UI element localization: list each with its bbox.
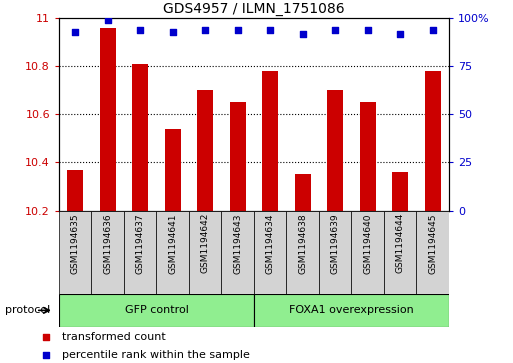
Text: GSM1194644: GSM1194644: [396, 213, 405, 273]
Bar: [360, 102, 376, 211]
Text: GSM1194636: GSM1194636: [103, 213, 112, 274]
Bar: [294, 175, 311, 211]
Point: [42, 352, 50, 358]
Bar: [132, 64, 148, 211]
Bar: [417, 211, 449, 294]
Text: GSM1194638: GSM1194638: [298, 213, 307, 274]
Point: [396, 30, 404, 36]
Text: FOXA1 overexpression: FOXA1 overexpression: [289, 305, 414, 315]
Bar: [262, 71, 278, 211]
Bar: [286, 211, 319, 294]
Text: GSM1194634: GSM1194634: [266, 213, 274, 274]
Point: [136, 27, 144, 33]
Text: GSM1194641: GSM1194641: [168, 213, 177, 274]
Bar: [254, 294, 449, 327]
Bar: [319, 211, 351, 294]
Bar: [222, 211, 254, 294]
Point: [42, 334, 50, 340]
Text: GFP control: GFP control: [125, 305, 188, 315]
Point: [169, 29, 177, 34]
Bar: [165, 129, 181, 211]
Text: protocol: protocol: [5, 305, 50, 315]
Text: GSM1194637: GSM1194637: [136, 213, 145, 274]
Point: [201, 27, 209, 33]
Point: [233, 27, 242, 33]
Text: GSM1194640: GSM1194640: [363, 213, 372, 274]
Text: GSM1194639: GSM1194639: [331, 213, 340, 274]
Bar: [254, 211, 286, 294]
Bar: [384, 211, 417, 294]
Point: [299, 30, 307, 36]
Point: [71, 29, 80, 34]
Text: percentile rank within the sample: percentile rank within the sample: [63, 350, 250, 360]
Bar: [424, 71, 441, 211]
Point: [428, 27, 437, 33]
Bar: [156, 211, 189, 294]
Point: [104, 17, 112, 23]
Bar: [197, 90, 213, 211]
Bar: [59, 294, 254, 327]
Text: GSM1194635: GSM1194635: [71, 213, 80, 274]
Bar: [124, 211, 156, 294]
Text: GSM1194645: GSM1194645: [428, 213, 437, 274]
Bar: [59, 211, 91, 294]
Text: GSM1194642: GSM1194642: [201, 213, 210, 273]
Title: GDS4957 / ILMN_1751086: GDS4957 / ILMN_1751086: [163, 2, 345, 16]
Point: [364, 27, 372, 33]
Bar: [351, 211, 384, 294]
Bar: [229, 102, 246, 211]
Point: [266, 27, 274, 33]
Point: [331, 27, 339, 33]
Text: transformed count: transformed count: [63, 332, 166, 342]
Bar: [392, 172, 408, 211]
Text: GSM1194643: GSM1194643: [233, 213, 242, 274]
Bar: [327, 90, 343, 211]
Bar: [67, 170, 83, 211]
Bar: [100, 28, 116, 211]
Bar: [91, 211, 124, 294]
Bar: [189, 211, 222, 294]
